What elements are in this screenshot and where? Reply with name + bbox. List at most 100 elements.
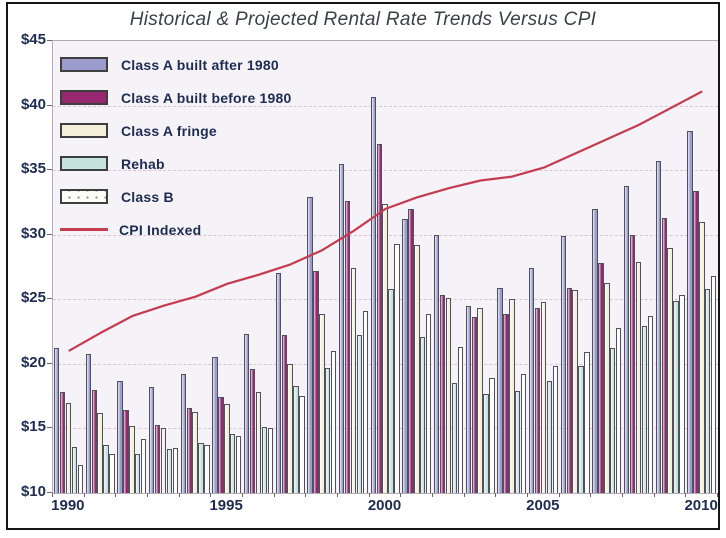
y-axis-tick-40: [47, 104, 52, 106]
x-axis-tick: [653, 493, 655, 497]
legend-item-rehab: Rehab: [60, 147, 291, 180]
bar-class-a-fringe-2005: [540, 301, 547, 493]
bar-class-a-fringe-1996: [255, 392, 262, 493]
bar-rehab-1995: [230, 433, 236, 493]
bar-class-a-built-before-1980-2006: [566, 287, 572, 493]
y-axis-tick-35: [47, 169, 52, 171]
bar-class-b-2008: [647, 316, 653, 493]
bar-class-a-built-before-1980-1991: [91, 389, 97, 493]
x-axis-tick: [558, 493, 560, 497]
bar-class-a-built-before-1980-1996: [249, 369, 256, 493]
chart-title: Historical & Projected Rental Rate Trend…: [129, 9, 597, 30]
legend-item-class-a-fringe: Class A fringe: [60, 114, 291, 147]
bar-class-a-fringe-1994: [192, 411, 198, 493]
bar-rehab-2005: [546, 380, 553, 493]
bar-class-a-fringe-1997: [287, 363, 293, 493]
bar-class-a-built-before-1980-1990: [59, 392, 66, 493]
x-axis-tick: [685, 493, 687, 497]
legend-label-class-a-fringe: Class A fringe: [121, 122, 217, 139]
bar-class-b-2006: [584, 352, 590, 493]
bar-class-a-fringe-2010: [699, 221, 705, 493]
bar-class-a-built-before-1980-2007: [598, 263, 604, 493]
y-axis-label-20: $20: [20, 353, 46, 371]
bar-rehab-2007: [610, 348, 616, 493]
y-axis-label-30: $30: [20, 224, 46, 242]
bar-class-a-built-after-1980-2000: [370, 96, 377, 493]
bar-class-a-built-after-1980-1992: [117, 380, 123, 493]
bar-class-a-built-after-1980-1990: [54, 348, 60, 493]
x-axis-tick: [495, 493, 497, 497]
bar-rehab-2000: [388, 288, 394, 493]
bar-class-a-built-after-1980-1991: [85, 353, 92, 493]
x-axis-tick: [273, 493, 275, 497]
x-axis-tick: [400, 493, 402, 497]
bar-class-a-built-after-1980-2004: [497, 287, 503, 493]
bar-rehab-1996: [261, 427, 268, 493]
bar-rehab-2002: [451, 383, 458, 493]
bar-class-b-1998: [330, 350, 337, 493]
y-axis-label-10: $10: [20, 483, 46, 500]
bar-rehab-2009: [673, 300, 679, 493]
y-axis-tick-15: [47, 427, 52, 429]
bar-class-a-fringe-2007: [604, 282, 610, 493]
bar-rehab-1997: [293, 385, 299, 493]
bar-class-a-built-after-1980-2006: [560, 236, 567, 493]
bar-class-b-1994: [204, 445, 210, 493]
x-axis-tick: [210, 493, 212, 497]
x-axis-tick: [622, 493, 623, 497]
bar-class-a-built-before-1980-1998: [313, 270, 319, 493]
bar-class-b-2000: [394, 243, 400, 493]
y-axis-tick-30: [47, 233, 52, 235]
bar-rehab-2006: [578, 366, 584, 493]
legend-item-class-a-built-before-1980: Class A built before 1980: [60, 81, 291, 114]
bar-class-a-built-after-1980-1997: [275, 273, 282, 493]
bar-rehab-2001: [420, 336, 426, 493]
bar-rehab-1990: [71, 446, 78, 493]
legend-label-rehab: Rehab: [121, 155, 165, 172]
bar-class-b-1992: [140, 438, 147, 493]
bar-class-b-2001: [425, 313, 432, 493]
bar-class-a-built-after-1980-2002: [434, 234, 440, 493]
x-axis-tick: [463, 493, 465, 497]
bar-rehab-1993: [166, 449, 173, 493]
bar-class-b-2005: [552, 366, 558, 493]
x-axis-tick: [115, 493, 117, 497]
x-axis-tick: [527, 493, 528, 497]
y-axis-tick-25: [47, 298, 52, 300]
bar-class-a-fringe-2001: [414, 245, 420, 493]
legend-line-cpi-indexed: [60, 228, 108, 231]
y-axis-tick-45: [47, 40, 52, 41]
legend-item-cpi-indexed: CPI Indexed: [60, 213, 291, 246]
bar-class-b-2010: [710, 276, 717, 493]
y-axis-tick-20: [47, 362, 52, 364]
bar-class-a-built-after-1980-1995: [212, 357, 218, 493]
bar-class-a-built-before-1980-2005: [534, 308, 541, 493]
bar-class-a-built-after-1980-1993: [149, 387, 155, 493]
bar-class-a-built-before-1980-1995: [218, 397, 224, 493]
bar-class-a-built-after-1980-2009: [655, 161, 662, 493]
bar-class-a-built-after-1980-1998: [307, 197, 313, 493]
bar-class-a-fringe-1992: [129, 425, 135, 493]
x-axis-tick: [368, 493, 370, 497]
bar-class-a-built-before-1980-2009: [661, 217, 667, 493]
legend-label-class-a-built-before-1980: Class A built before 1980: [121, 89, 292, 106]
x-axis-label-1990: 1990: [51, 497, 85, 514]
x-axis-label-2000: 2000: [367, 497, 402, 514]
x-axis-tick: [147, 493, 148, 497]
bar-class-b-2003: [489, 378, 495, 493]
bar-class-a-built-after-1980-1996: [244, 334, 250, 493]
bar-class-a-fringe-2009: [667, 247, 673, 493]
legend-swatch-class-a-fringe: [60, 123, 108, 138]
x-axis-tick: [178, 493, 180, 497]
bar-class-a-fringe-2006: [572, 290, 578, 493]
bar-class-a-built-before-1980-1992: [123, 410, 129, 493]
bar-rehab-1999: [356, 335, 363, 493]
bar-class-a-fringe-2004: [509, 299, 515, 493]
bar-rehab-2008: [641, 326, 648, 493]
bar-class-a-built-before-1980-1994: [186, 407, 192, 493]
bar-class-b-2002: [457, 347, 463, 493]
bar-class-a-fringe-2008: [635, 261, 642, 493]
bar-class-a-fringe-1993: [160, 428, 167, 493]
bar-class-b-1995: [235, 436, 242, 493]
y-axis-label-45: $45: [20, 31, 46, 48]
